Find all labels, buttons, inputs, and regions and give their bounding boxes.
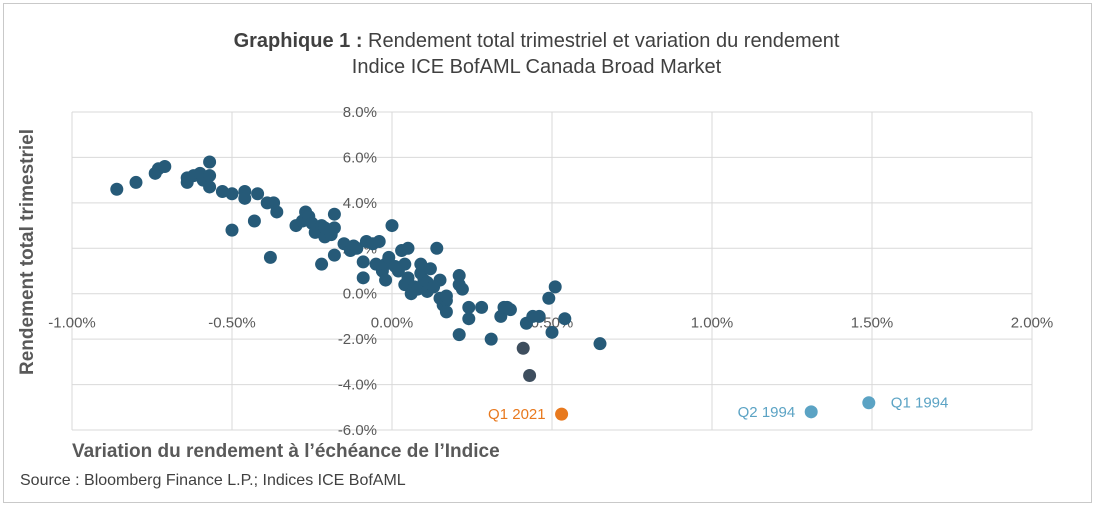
data-point bbox=[356, 255, 370, 269]
data-point bbox=[558, 312, 572, 326]
y-tick-label: -4.0% bbox=[338, 377, 377, 394]
data-point bbox=[545, 325, 559, 339]
data-point bbox=[110, 182, 124, 196]
x-tick-label: 1.00% bbox=[691, 315, 734, 332]
data-point bbox=[203, 155, 217, 169]
chart-title-line-1: Graphique 1 : Rendement total trimestrie… bbox=[0, 28, 1073, 54]
data-point bbox=[398, 257, 412, 271]
highlight-label: Q1 2021 bbox=[488, 406, 546, 423]
grid-layer bbox=[71, 111, 1033, 431]
data-point bbox=[327, 248, 341, 262]
data-point bbox=[542, 291, 556, 305]
data-point bbox=[263, 250, 277, 264]
data-point bbox=[455, 282, 469, 296]
data-point bbox=[430, 241, 444, 255]
y-axis-title: Rendement total trimestriel bbox=[17, 129, 38, 375]
source-note: Source : Bloomberg Finance L.P.; Indices… bbox=[20, 472, 406, 489]
y-tick-label: 0.0% bbox=[343, 286, 377, 303]
data-point bbox=[427, 280, 441, 294]
data-point bbox=[158, 160, 172, 174]
data-point bbox=[251, 187, 265, 201]
point-layer bbox=[110, 155, 876, 421]
data-point bbox=[452, 269, 466, 283]
data-point bbox=[385, 219, 399, 233]
data-point bbox=[382, 250, 396, 264]
chart-title-bold: Graphique 1 : bbox=[233, 30, 363, 52]
y-tick-label: -2.0% bbox=[338, 331, 377, 348]
chart-subtitle: Indice ICE BofAML Canada Broad Market bbox=[351, 56, 722, 78]
data-point-dark bbox=[516, 341, 530, 355]
data-point-dark bbox=[523, 368, 537, 382]
data-point bbox=[327, 221, 341, 235]
data-point bbox=[356, 271, 370, 285]
data-point bbox=[548, 280, 562, 294]
data-point bbox=[270, 205, 284, 219]
data-point bbox=[225, 223, 239, 237]
highlight-point bbox=[555, 407, 569, 421]
data-point bbox=[484, 332, 498, 346]
highlight-point bbox=[862, 396, 876, 410]
data-point bbox=[462, 312, 476, 326]
y-tick-label: -6.0% bbox=[338, 422, 377, 439]
highlight-label: Q2 1994 bbox=[738, 404, 796, 421]
data-point bbox=[439, 305, 453, 319]
y-tick-label: 8.0% bbox=[343, 104, 377, 121]
data-point bbox=[503, 303, 517, 317]
data-point bbox=[203, 169, 217, 183]
x-tick-label: -1.00% bbox=[48, 315, 96, 332]
highlight-point bbox=[804, 405, 818, 419]
data-point bbox=[238, 191, 252, 205]
data-point bbox=[203, 180, 217, 194]
data-point bbox=[462, 300, 476, 314]
data-point bbox=[439, 289, 453, 303]
data-point bbox=[423, 262, 437, 276]
x-tick-label: -0.50% bbox=[208, 315, 256, 332]
chart-title: Graphique 1 : Rendement total trimestrie… bbox=[0, 28, 1073, 80]
x-axis-title: Variation du rendement à l’échéance de l… bbox=[72, 441, 500, 462]
data-point bbox=[247, 214, 261, 228]
data-point bbox=[401, 271, 415, 285]
x-tick-label: 0.00% bbox=[371, 315, 414, 332]
data-point bbox=[379, 273, 393, 287]
data-point bbox=[593, 337, 607, 351]
axis-layer: 8.0%6.0%4.0%2.0%0.0%-2.0%-4.0%-6.0%-1.00… bbox=[48, 104, 1053, 439]
data-point bbox=[350, 241, 364, 255]
chart-frame bbox=[3, 3, 1092, 503]
data-point bbox=[452, 328, 466, 342]
highlight-label: Q1 1994 bbox=[891, 395, 949, 412]
chart-title-text: Rendement total trimestriel et variation… bbox=[362, 30, 840, 52]
data-point bbox=[315, 257, 329, 271]
label-layer: Q1 2021 Q2 1994 Q1 1994 bbox=[488, 395, 948, 423]
data-point bbox=[372, 234, 386, 248]
y-tick-label: 4.0% bbox=[343, 195, 377, 212]
data-point bbox=[401, 241, 415, 255]
data-point bbox=[225, 187, 239, 201]
data-point bbox=[475, 300, 489, 314]
data-point bbox=[532, 309, 546, 323]
x-tick-label: 2.00% bbox=[1011, 315, 1054, 332]
x-tick-label: 1.50% bbox=[851, 315, 894, 332]
data-point bbox=[327, 207, 341, 221]
data-point bbox=[129, 175, 143, 189]
y-tick-label: 6.0% bbox=[343, 149, 377, 166]
